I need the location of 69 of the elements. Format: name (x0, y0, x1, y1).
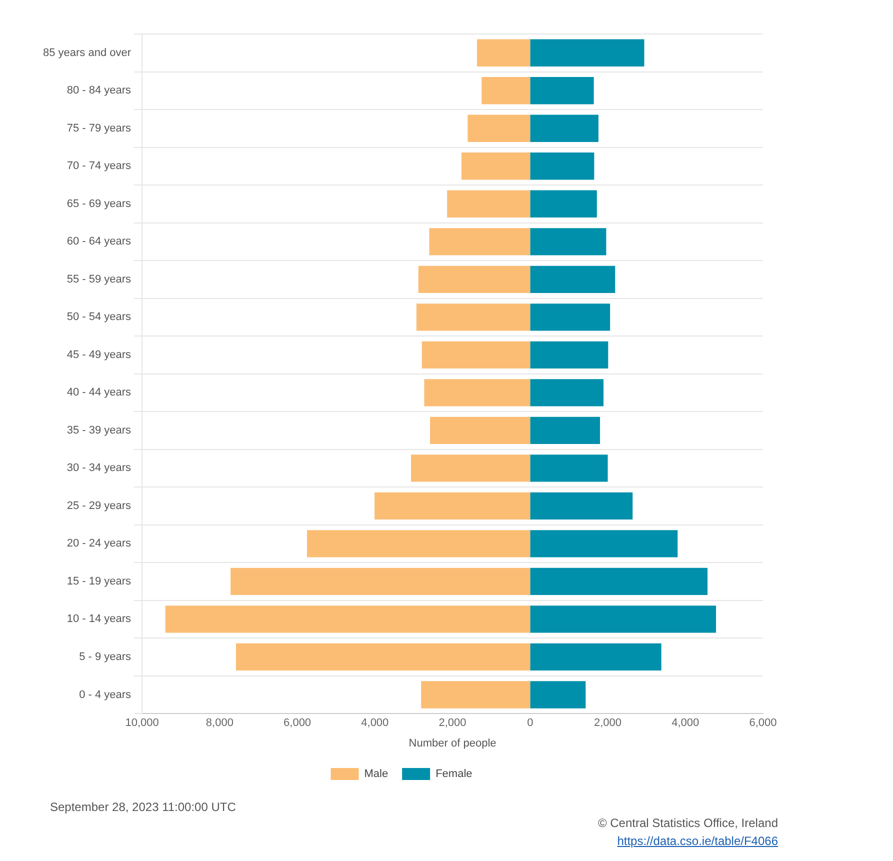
y-tick-label: 80 - 84 years (66, 84, 132, 97)
text: © Central Statistics Office, Ireland (598, 816, 778, 830)
x-tick-label: 8,000 (206, 717, 234, 730)
text: September 28, 2023 11:00:00 UTC (50, 800, 236, 814)
x-tick-label: 2,000 (594, 717, 622, 730)
bar (530, 39, 644, 66)
bar (411, 454, 530, 482)
bar (530, 228, 606, 256)
bar (468, 114, 530, 142)
bar (421, 681, 530, 708)
x-tick-label: 0 (527, 717, 534, 730)
y-tick-label: 55 - 59 years (66, 273, 132, 286)
bar (530, 190, 597, 218)
bar (530, 530, 678, 558)
y-tick-label: 5 - 9 years (79, 651, 132, 663)
x-tick-label: 4,000 (672, 717, 700, 730)
bar (530, 304, 610, 331)
bar (230, 568, 530, 596)
y-tick-label: 50 - 54 years (66, 311, 132, 324)
legend-label: Male (364, 768, 388, 780)
x-tick-label: 2,000 (438, 717, 466, 730)
bar (461, 152, 530, 180)
y-tick-label: 65 - 69 years (66, 198, 132, 210)
x-tick-label: 10,000 (125, 717, 159, 730)
bar (430, 416, 530, 444)
bar (530, 681, 586, 708)
bar (476, 39, 530, 66)
y-tick-label: 25 - 29 years (66, 500, 132, 512)
y-tick-label: 70 - 74 years (66, 160, 132, 172)
bar (530, 114, 598, 142)
x-axis-title: Number of people (408, 737, 496, 750)
bar (447, 190, 530, 218)
bar (530, 454, 608, 482)
bar (530, 341, 608, 369)
legend-label: Female (436, 768, 472, 780)
x-tick-label: 6,000 (284, 717, 312, 730)
bar (530, 266, 616, 294)
bar (236, 643, 530, 671)
bar (530, 416, 600, 444)
text: https://data.cso.ie/table/F4066 (617, 834, 778, 848)
y-tick-label: 0 - 4 years (79, 688, 132, 701)
bar (422, 341, 530, 369)
bar (530, 152, 594, 180)
y-tick-label: 10 - 14 years (66, 613, 132, 626)
y-tick-label: 15 - 19 years (66, 575, 132, 588)
bar (429, 228, 530, 256)
y-tick-label: 30 - 34 years (66, 462, 132, 474)
bar (530, 379, 604, 406)
bar (424, 379, 530, 406)
bar (306, 530, 530, 558)
y-tick-label: 20 - 24 years (66, 538, 132, 550)
bar (165, 606, 530, 633)
bar (530, 606, 716, 633)
bar (374, 492, 530, 520)
y-tick-label: 40 - 44 years (66, 386, 132, 399)
bar (416, 304, 530, 331)
x-tick-label: 4,000 (361, 717, 389, 730)
bar (530, 568, 708, 596)
y-tick-label: 85 years and over (42, 46, 132, 59)
x-tick-label: 6,000 (749, 717, 777, 730)
y-tick-label: 60 - 64 years (66, 236, 132, 248)
bar (530, 77, 594, 104)
y-tick-label: 75 - 79 years (66, 122, 132, 134)
bar (418, 266, 530, 294)
y-tick-label: 45 - 49 years (66, 348, 132, 361)
bar (530, 643, 662, 671)
bar (530, 492, 633, 520)
bar (482, 77, 530, 104)
y-tick-label: 35 - 39 years (66, 424, 132, 436)
